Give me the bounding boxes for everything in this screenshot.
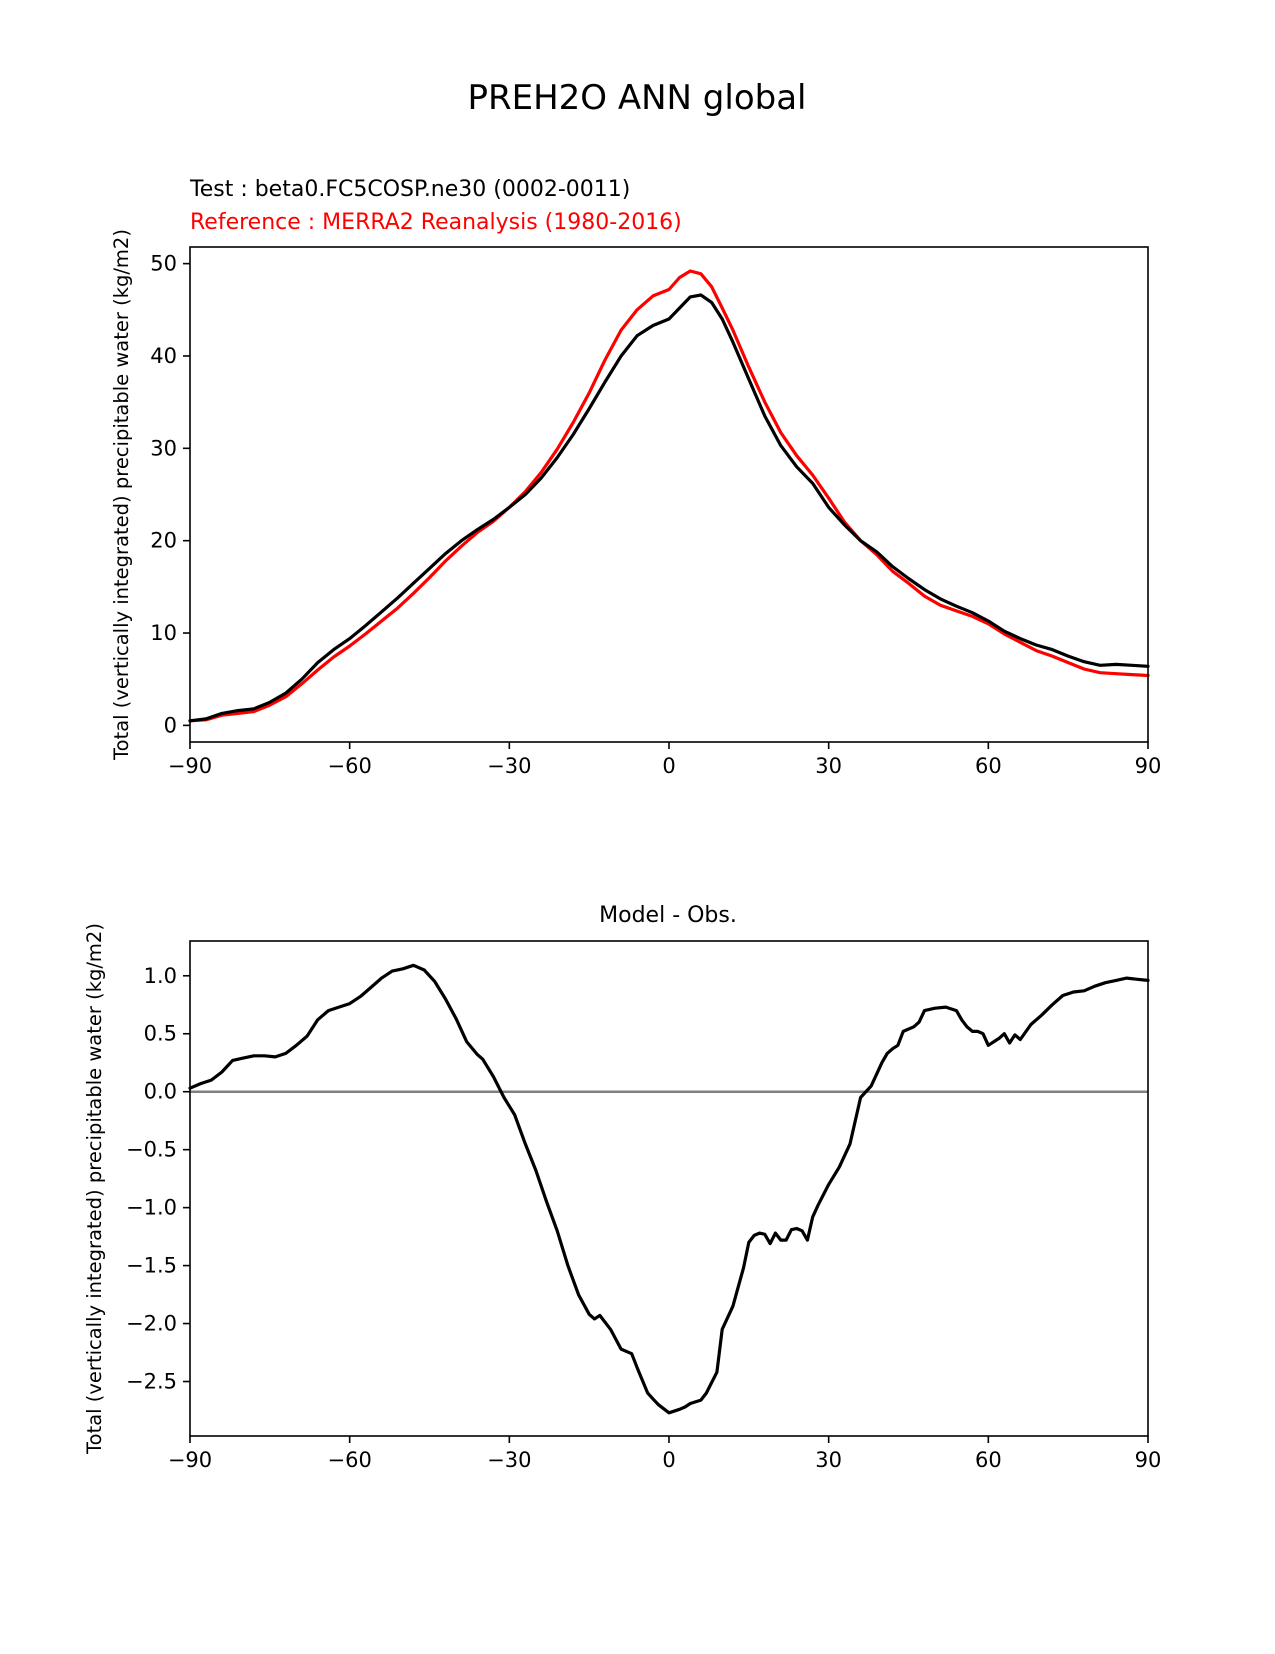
y-tick-label: −1.0 [126,1196,177,1220]
x-tick-label: 90 [1135,754,1162,778]
x-tick-label: 60 [975,1448,1002,1472]
y-tick-label: 20 [150,529,177,553]
y-tick-label: 0.5 [144,1022,177,1046]
y-axis-label: Total (vertically integrated) precipitab… [110,229,133,761]
series-line-difference [188,963,1150,1415]
diff-plot-title: Model - Obs. [599,903,737,928]
test-subtitle: Test : beta0.FC5COSP.ne30 (0002-0011) [189,177,630,202]
x-tick-label: −90 [168,754,212,778]
y-tick-label: 40 [150,344,177,368]
y-tick-label: 30 [150,436,177,460]
x-tick-label: 60 [975,754,1002,778]
y-tick-label: −1.5 [126,1254,177,1278]
x-tick-label: 0 [662,754,675,778]
axes-frame [189,246,1149,743]
x-tick-label: −60 [328,1448,372,1472]
x-tick-label: 90 [1135,1448,1162,1472]
y-axis-label: Total (vertically integrated) precipitab… [83,923,106,1455]
y-tick-label: 10 [150,621,177,645]
y-tick-label: 1.0 [144,964,177,988]
figure-title: PREH2O ANN global [467,78,806,118]
y-tick-label: −2.5 [126,1370,177,1394]
y-tick-label: 0.0 [144,1080,177,1104]
y-tick-label: −0.5 [126,1138,177,1162]
zonal-mean-plot: −90 −60 −30 0 30 60 90 0 10 20 30 40 50 Total (vertic… [110,229,1161,778]
x-tick-label: 30 [815,1448,842,1472]
x-tick-label: −30 [487,1448,531,1472]
series-line-test [188,293,1150,723]
y-tick-label: 50 [150,252,177,276]
x-tick-label: 30 [815,754,842,778]
y-tick-label: −2.0 [126,1312,177,1336]
series-line-reference [188,269,1150,723]
x-tick-label: −90 [168,1448,212,1472]
x-tick-label: 0 [662,1448,675,1472]
reference-subtitle: Reference : MERRA2 Reanalysis (1980-2016… [190,210,682,235]
axes-frame [189,940,1149,1437]
y-tick-label: 0 [164,713,177,737]
difference-plot: −90 −60 −30 0 30 60 90 1.0 0.5 0.0 −0.5 −1.0 −1.5 −2.… [83,923,1161,1472]
x-tick-label: −60 [328,754,372,778]
x-tick-label: −30 [487,754,531,778]
